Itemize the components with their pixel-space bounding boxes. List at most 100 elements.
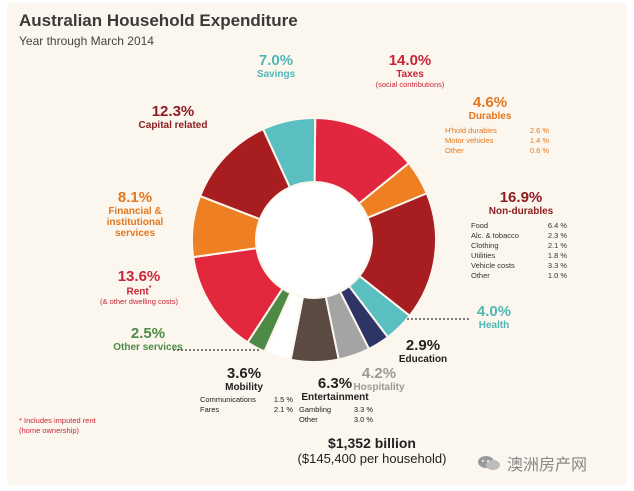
durables-item-label: Motor vehicles <box>445 136 494 145</box>
taxes-pct: 14.0% <box>388 52 432 69</box>
non-durables-name: Non-durables <box>488 206 554 217</box>
financial-pct: 8.1% <box>117 189 153 206</box>
watermark: 澳洲房产网 <box>477 451 587 475</box>
mobility-name: Mobility <box>225 382 263 393</box>
durables-item-label: H'hold durables <box>445 126 497 135</box>
non-durables-row: Utilities 1.8 % <box>471 251 567 261</box>
label-taxes: 14.0% Taxes (social contributions) <box>355 52 465 89</box>
non-durables-item-label: Alc. & tobacco <box>471 231 519 240</box>
total-per-household: ($145,400 per household) <box>297 451 447 466</box>
entertainment-row: Other 3.0 % <box>299 415 373 425</box>
capital-name: Capital related <box>138 120 208 131</box>
label-rent: 13.6% Rent* (& other dwelling costs) <box>89 268 189 306</box>
slice-savings <box>261 117 317 189</box>
durables-item-value: 0.6 % <box>529 146 549 155</box>
durables-item-value: 2.6 % <box>529 126 549 135</box>
financial-name-line2: institutional <box>106 217 164 228</box>
label-durables: 4.6% Durables H'hold durables 2.6 % Motor … <box>445 94 555 156</box>
label-capital-related: 12.3% Capital related <box>125 103 221 131</box>
entertainment-name: Entertainment <box>301 392 369 403</box>
label-financial: 8.1% Financial & institutional services <box>95 189 175 239</box>
mobility-item-label: Communications <box>200 395 256 404</box>
non-durables-row: Food 6.4 % <box>471 221 567 231</box>
other-services-name: Other services <box>113 342 183 353</box>
durables-row: Other 0.6 % <box>445 146 549 156</box>
rent-superscript: * <box>148 285 152 292</box>
entertainment-item-value: 3.0 % <box>353 415 373 424</box>
mobility-item-value: 2.1 % <box>273 405 293 414</box>
chart-title: Australian Household Expenditure <box>19 11 298 30</box>
non-durables-item-value: 3.3 % <box>547 261 567 270</box>
label-education: 2.9% Education <box>393 337 453 365</box>
rent-pct: 13.6% <box>117 268 161 285</box>
other-services-pct: 2.5% <box>130 325 166 342</box>
total-amount: $1,352 billion <box>328 435 416 451</box>
footnote-line2: (home ownership) <box>19 426 80 435</box>
label-hospitality: 4.2% Hospitality <box>347 365 411 393</box>
non-durables-item-value: 6.4 % <box>547 221 567 230</box>
non-durables-pct: 16.9% <box>499 189 543 206</box>
mobility-row: Communications 1.5 % <box>200 395 293 405</box>
health-name: Health <box>478 320 510 331</box>
non-durables-item-label: Food <box>471 221 489 230</box>
non-durables-breakdown: Food 6.4 % Alc. & tobacco 2.3 % Clothing 2.1 … <box>471 221 567 281</box>
financial-name-line1: Financial & <box>108 206 162 217</box>
label-entertainment: 6.3% Entertainment Gambling 3.3 % Other 3.0… <box>295 375 375 425</box>
taxes-note: (social contributions) <box>375 80 445 89</box>
non-durables-row: Other 1.0 % <box>471 271 567 281</box>
durables-name: Durables <box>468 111 512 122</box>
total-expenditure: $1,352 billion ($145,400 per household) <box>267 435 477 466</box>
wechat-icon <box>478 456 500 470</box>
mobility-pct: 3.6% <box>226 365 262 382</box>
entertainment-item-label: Other <box>299 415 318 424</box>
capital-pct: 12.3% <box>151 103 195 120</box>
rent-name: Rent <box>126 286 149 298</box>
non-durables-item-label: Utilities <box>471 251 496 260</box>
label-health: 4.0% Health <box>469 303 519 331</box>
education-pct: 2.9% <box>405 337 441 354</box>
non-durables-item-value: 1.0 % <box>547 271 567 280</box>
footnote: * Includes imputed rent (home ownership) <box>19 416 96 436</box>
entertainment-pct: 6.3% <box>317 375 353 392</box>
non-durables-item-label: Other <box>471 271 490 280</box>
non-durables-row: Vehicle costs 3.3 % <box>471 261 567 271</box>
durables-breakdown: H'hold durables 2.6 % Motor vehicles 1.4 % O… <box>445 126 549 156</box>
label-savings: 7.0% Savings <box>241 52 311 80</box>
non-durables-item-label: Vehicle costs <box>471 261 515 270</box>
label-other-services: 2.5% Other services <box>108 325 188 353</box>
durables-row: Motor vehicles 1.4 % <box>445 136 549 146</box>
entertainment-breakdown: Gambling 3.3 % Other 3.0 % <box>299 405 373 425</box>
entertainment-row: Gambling 3.3 % <box>299 405 373 415</box>
rent-note: (& other dwelling costs) <box>100 297 178 307</box>
non-durables-item-label: Clothing <box>471 241 499 250</box>
infographic: Australian Household Expenditure Year th… <box>7 3 627 485</box>
mobility-row: Fares 2.1 % <box>200 405 293 415</box>
chart-subtitle: Year through March 2014 <box>19 34 154 48</box>
non-durables-item-value: 1.8 % <box>547 251 567 260</box>
footnote-line1: * Includes imputed rent <box>19 416 96 425</box>
donut-hole <box>257 183 371 297</box>
taxes-name: Taxes <box>396 69 424 80</box>
mobility-item-value: 1.5 % <box>273 395 293 404</box>
financial-name-line3: services <box>114 228 156 239</box>
entertainment-item-label: Gambling <box>299 405 332 414</box>
health-pct: 4.0% <box>476 303 512 320</box>
non-durables-item-value: 2.3 % <box>547 231 567 240</box>
slice-non-durables <box>358 192 437 318</box>
education-name: Education <box>398 354 448 365</box>
savings-name: Savings <box>256 69 296 80</box>
label-mobility: 3.6% Mobility Communications 1.5 % Fares 2.… <box>200 365 295 415</box>
hospitality-pct: 4.2% <box>361 365 397 382</box>
non-durables-row: Alc. & tobacco 2.3 % <box>471 231 567 241</box>
durables-pct: 4.6% <box>472 94 508 111</box>
hospitality-name: Hospitality <box>353 382 405 393</box>
donut-chart <box>173 116 469 363</box>
durables-row: H'hold durables 2.6 % <box>445 126 549 136</box>
entertainment-item-value: 3.3 % <box>353 405 373 414</box>
non-durables-row: Clothing 2.1 % <box>471 241 567 251</box>
mobility-item-label: Fares <box>200 405 220 414</box>
durables-item-label: Other <box>445 146 464 155</box>
mobility-breakdown: Communications 1.5 % Fares 2.1 % <box>200 395 293 415</box>
savings-pct: 7.0% <box>258 52 294 69</box>
non-durables-item-value: 2.1 % <box>547 241 567 250</box>
